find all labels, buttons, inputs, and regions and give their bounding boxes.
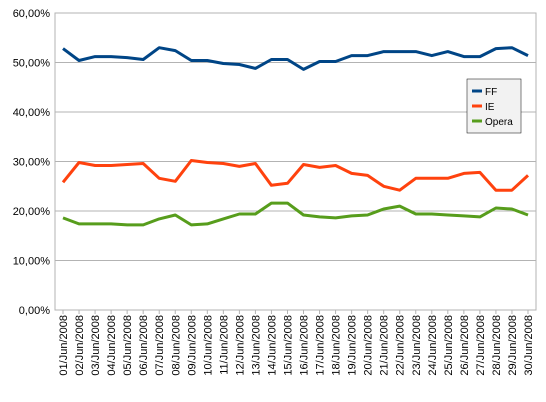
x-tick-label: 22/Jun/2008: [395, 315, 407, 376]
x-tick-label: 19/Jun/2008: [347, 315, 359, 376]
y-tick-label: 10,00%: [13, 256, 51, 268]
series-lines: [61, 46, 530, 227]
plot-area-border: [54, 12, 537, 311]
x-tick-label: 29/Jun/2008: [507, 315, 519, 376]
x-tick-label: 25/Jun/2008: [443, 315, 455, 376]
x-tick-label: 20/Jun/2008: [363, 315, 375, 376]
x-axis-tick-labels: 01/Jun/2008 02/Jun/2008 03/Jun/2008 04/Jun/…: [58, 310, 535, 376]
x-tick-label: 02/Jun/2008: [74, 315, 86, 376]
x-tick-label: 03/Jun/2008: [90, 315, 102, 376]
x-tick-label: 13/Jun/2008: [250, 315, 262, 376]
x-tick-label: 24/Jun/2008: [427, 315, 439, 376]
y-axis-tick-labels: 0,00% 10,00% 20,00% 30,00% 40,00% 50,00% 60,00…: [13, 8, 51, 317]
x-tick-label: 16/Jun/2008: [299, 315, 311, 376]
x-tick-label: 06/Jun/2008: [138, 315, 150, 376]
legend-label-opera: Opera: [485, 117, 513, 128]
x-tick-label: 28/Jun/2008: [491, 315, 503, 376]
x-tick-label: 17/Jun/2008: [315, 315, 327, 376]
x-tick-label: 14/Jun/2008: [266, 315, 278, 376]
legend-label-ie: IE: [485, 102, 495, 113]
x-tick-label: 18/Jun/2008: [331, 315, 343, 376]
legend-label-ff: FF: [485, 87, 497, 98]
x-tick-label: 21/Jun/2008: [379, 315, 391, 376]
y-tick-label: 20,00%: [13, 206, 51, 218]
x-tick-label: 12/Jun/2008: [234, 315, 246, 376]
x-tick-label: 30/Jun/2008: [523, 315, 535, 376]
y-tick-label: 60,00%: [13, 8, 51, 20]
x-tick-label: 01/Jun/2008: [58, 315, 70, 376]
x-tick-label: 09/Jun/2008: [186, 315, 198, 376]
x-tick-label: 04/Jun/2008: [106, 315, 118, 376]
x-tick-label: 10/Jun/2008: [202, 315, 214, 376]
series-line-opera: [62, 201, 529, 227]
y-tick-label: 40,00%: [13, 107, 51, 119]
x-tick-label: 23/Jun/2008: [411, 315, 423, 376]
x-tick-label: 07/Jun/2008: [154, 315, 166, 376]
series-line-ie: [61, 159, 530, 192]
x-tick-label: 15/Jun/2008: [282, 315, 294, 376]
x-tick-label: 26/Jun/2008: [459, 315, 471, 376]
series-line-ff: [62, 46, 529, 71]
x-tick-label: 08/Jun/2008: [170, 315, 182, 376]
x-tick-label: 11/Jun/2008: [218, 315, 230, 375]
x-tick-label: 05/Jun/2008: [122, 315, 134, 376]
legend: FF IE Opera: [466, 78, 522, 134]
x-tick-label: 27/Jun/2008: [475, 315, 487, 376]
y-tick-label: 30,00%: [13, 157, 51, 169]
y-tick-label: 50,00%: [13, 58, 51, 70]
y-tick-label: 0,00%: [19, 305, 50, 317]
